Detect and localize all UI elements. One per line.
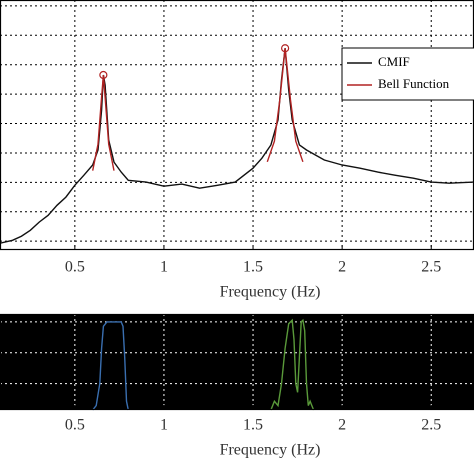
series-line — [270, 318, 315, 411]
legend-label: Bell Function — [378, 76, 450, 91]
x-tick-label: 1 — [160, 417, 168, 434]
plot-area — [0, 0, 474, 250]
legend-label: CMIF — [378, 54, 410, 69]
peak-marker — [99, 70, 108, 80]
x-tick-label: 0.5 — [65, 417, 85, 434]
x-tick-label: 1 — [160, 259, 168, 276]
series-line — [0, 48, 474, 244]
x-tick-label: 0.5 — [65, 259, 85, 276]
legend: CMIF Bell Function — [341, 47, 474, 101]
series-line — [92, 48, 304, 171]
x-axis-label: Frequency (Hz) — [220, 284, 321, 301]
x-tick-label: 2.5 — [421, 417, 441, 434]
x-tick-label: 2.5 — [421, 259, 441, 276]
series-line — [92, 321, 129, 411]
x-tick-label: 1.5 — [243, 259, 263, 276]
x-tick-label: 2 — [338, 259, 346, 276]
x-axis-label: Frequency (Hz) — [220, 442, 321, 459]
plot-area — [0, 314, 474, 410]
peak-marker — [281, 44, 290, 53]
x-tick-label: 2 — [338, 417, 346, 434]
x-tick-label: 1.5 — [243, 417, 263, 434]
legend-box — [341, 47, 474, 101]
